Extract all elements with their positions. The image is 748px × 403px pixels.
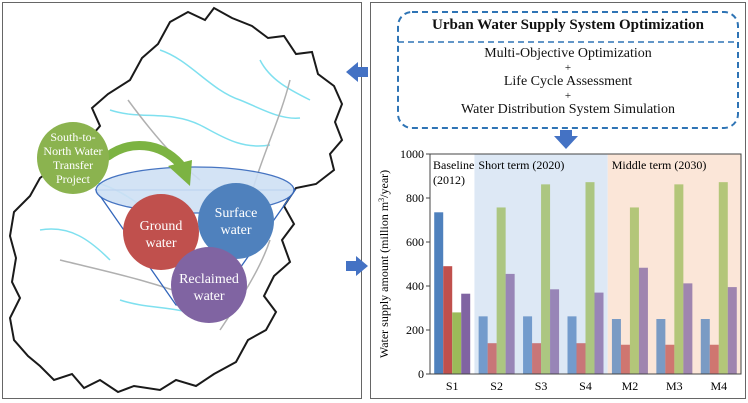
bar-S2-2: [487, 343, 497, 374]
x-tick-label: S3: [535, 379, 548, 393]
bar-M2-3: [629, 207, 639, 374]
transfer-arrow-head: [168, 160, 192, 186]
y-axis-title: Water supply amount (million m3/year): [377, 170, 392, 358]
transfer-arrow: [103, 141, 185, 169]
bar-M2-1: [611, 319, 621, 374]
period-label: Short term (2020): [478, 158, 564, 172]
down-arrow-icon: [554, 130, 578, 149]
left-arrow-icon: [346, 62, 368, 82]
bar-M2-2: [620, 344, 630, 374]
bar-M4-2: [709, 344, 719, 374]
surface-water-label-1: Surface: [215, 206, 258, 221]
bar-S4-3: [585, 182, 595, 374]
bar-S3-1: [523, 316, 533, 374]
plot-border: [429, 153, 742, 375]
bar-M4-4: [727, 287, 737, 374]
bar-S4-1: [567, 316, 577, 374]
surface-water-label-2: water: [220, 223, 251, 238]
bar-S4-2: [576, 343, 586, 374]
transfer-label-line-4: Project: [56, 172, 91, 186]
x-tick-label: S1: [446, 379, 459, 393]
bar-S1-1: [434, 212, 444, 374]
map-panel: [2, 2, 362, 399]
plus-sign-2: +: [564, 90, 572, 102]
y-tick-label: 600: [406, 235, 424, 249]
right-panel: [370, 2, 746, 399]
optimization-title: Urban Water Supply System Optimization: [432, 17, 704, 33]
reclaimed-water-label-2: water: [193, 289, 224, 304]
bar-S2-4: [505, 273, 515, 374]
ground-water-label-1: Ground: [140, 219, 183, 234]
reclaimed-water-label-1: Reclaimed: [179, 272, 239, 287]
ground-water-label-2: water: [145, 236, 176, 251]
bar-S1-3: [452, 312, 462, 374]
surface-water-circle: [198, 183, 274, 259]
x-tick-label: S2: [490, 379, 503, 393]
transfer-label-line-3: Transfer: [53, 158, 93, 172]
bar-M4-1: [700, 319, 710, 374]
objective-item-3: Water Distribution System Simulation: [461, 102, 675, 117]
bar-M3-3: [674, 184, 684, 374]
y-tick-label: 400: [406, 279, 424, 293]
bar-M2-4: [638, 267, 648, 374]
x-tick-label: M2: [622, 379, 639, 393]
optimization-box-border: [397, 11, 739, 129]
period-label: Middle term (2030): [612, 158, 707, 172]
objective-item-1: Multi-Objective Optimization: [484, 46, 652, 61]
bar-M3-2: [665, 344, 675, 374]
transfer-project-circle: [37, 122, 109, 194]
ground-water-circle: [123, 194, 199, 270]
bar-M3-4: [683, 283, 693, 374]
x-tick-label: S4: [579, 379, 592, 393]
right-arrow-icon: [346, 256, 368, 276]
transfer-label-line-2: North Water: [43, 144, 102, 158]
bar-M3-1: [656, 319, 666, 374]
bar-S1-4: [461, 293, 471, 374]
reclaimed-water-circle: [171, 247, 247, 323]
period-label: (2012): [433, 173, 465, 187]
period-label: Baseline: [433, 158, 474, 172]
bar-S2-1: [478, 316, 488, 374]
y-tick-label: 0: [418, 367, 424, 381]
bar-S2-3: [496, 207, 506, 374]
bar-S3-2: [532, 343, 542, 374]
beijing-map-outline: [8, 6, 344, 394]
x-tick-label: M3: [666, 379, 683, 393]
plus-sign-1: +: [564, 62, 572, 74]
y-tick-label: 200: [406, 323, 424, 337]
objective-item-2: Life Cycle Assessment: [503, 74, 633, 89]
bar-M4-3: [718, 182, 728, 374]
y-tick-label: 800: [406, 191, 424, 205]
x-tick-label: M4: [710, 379, 727, 393]
bar-S3-4: [550, 289, 560, 374]
transfer-label-line-1: South-to-: [50, 130, 95, 144]
bar-S3-3: [541, 184, 551, 374]
bar-S4-4: [594, 292, 604, 374]
y-tick-label: 1000: [400, 147, 424, 161]
bar-S1-2: [443, 266, 453, 374]
